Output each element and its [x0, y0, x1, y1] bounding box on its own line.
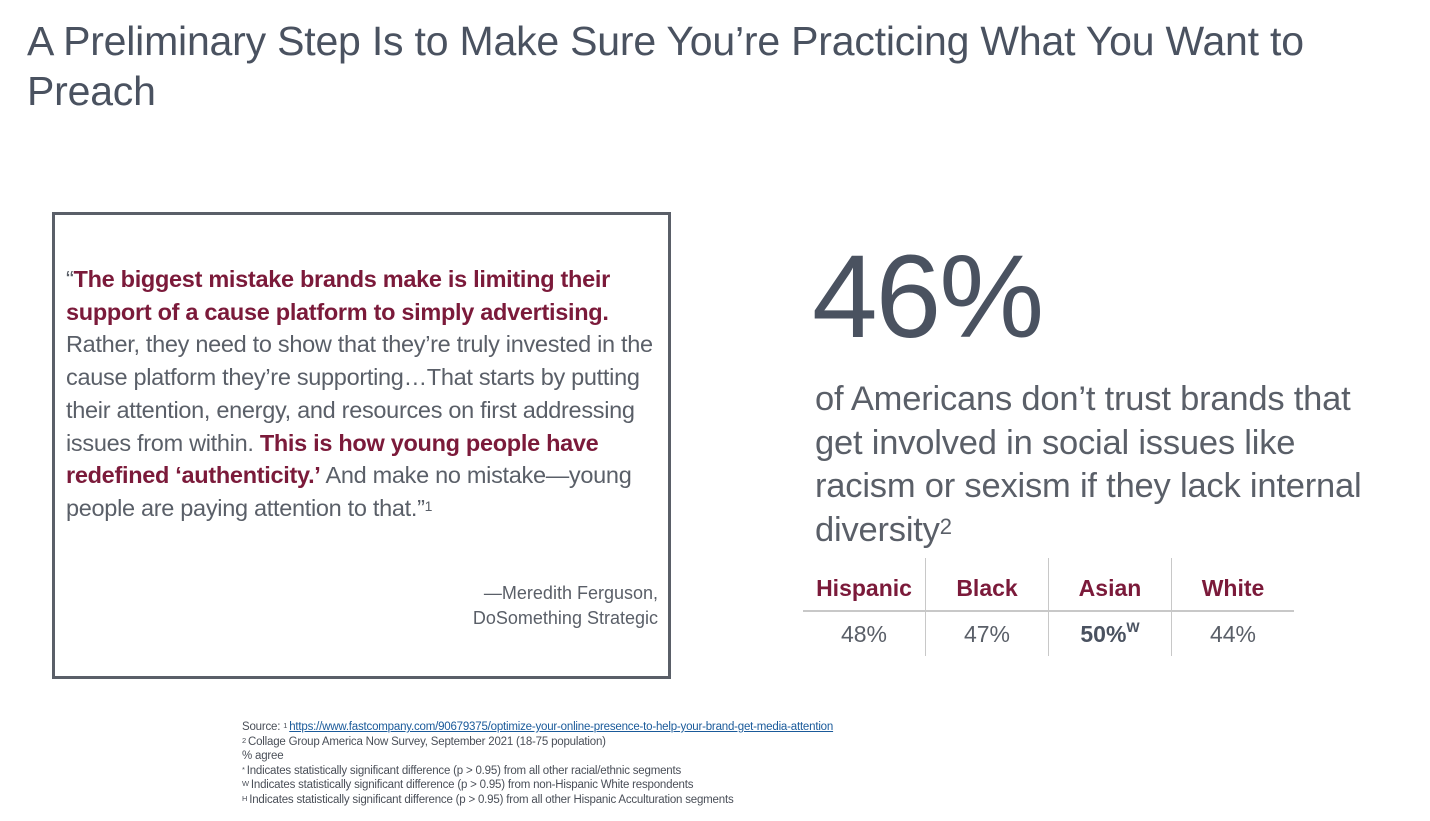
- footnote-text: Indicates statistically significant diff…: [246, 764, 682, 777]
- quote-body-2: And make no mistake—young people are pay…: [66, 462, 632, 521]
- segments-table: Hispanic Black Asian White 48% 47% 50%W …: [803, 558, 1294, 656]
- slide-title: A Preliminary Step Is to Make Sure You’r…: [27, 18, 1304, 114]
- footnote-ref: *: [242, 764, 245, 774]
- quote-open-mark: “: [66, 266, 74, 292]
- footnote-ref: 2: [242, 735, 246, 745]
- stat-description-text: of Americans don’t trust brands that get…: [815, 380, 1362, 549]
- quote-highlight-2: This is how young people have redefined …: [66, 429, 599, 489]
- footnote-line: 2 Collage Group America Now Survey, Septe…: [242, 735, 833, 750]
- header-asian: Asian: [1048, 558, 1172, 612]
- quote-attribution: —Meredith Ferguson, DoSomething Strategi…: [473, 581, 658, 631]
- value-text: 48%: [840, 620, 888, 647]
- attribution-name: —Meredith Ferguson,: [483, 583, 658, 603]
- footnote-text: Indicates statistically significant diff…: [249, 793, 734, 806]
- footnotes: Source: 1 https://www.fastcompany.com/906…: [242, 720, 833, 808]
- value-hispanic: 48%: [803, 611, 926, 656]
- footnote-line: * Indicates statistically significant dif…: [242, 764, 833, 779]
- footnote-line: H Indicates statistically significant dif…: [242, 793, 833, 808]
- footnote-text: Indicates statistically significant diff…: [250, 779, 694, 792]
- value-text: 44%: [1209, 620, 1257, 647]
- footnote-ref: H: [242, 793, 248, 803]
- value-black: 47%: [925, 611, 1049, 656]
- value-asian: 50%W: [1048, 611, 1172, 656]
- quote-box: “The biggest mistake brands make is limi…: [52, 212, 671, 679]
- source-line: Source: 1 https://www.fastcompany.com/906…: [242, 720, 833, 735]
- significance-marker: W: [1126, 618, 1140, 635]
- footnote-ref: W: [242, 779, 249, 789]
- big-stat-value: 46%: [812, 231, 1044, 363]
- quote-highlight-1: The biggest mistake brands make is limit…: [66, 266, 610, 325]
- attribution-org: DoSomething Strategic: [472, 608, 658, 628]
- footnote-text: Collage Group America Now Survey, Septem…: [247, 735, 606, 748]
- stat-footnote-ref: 2: [939, 513, 952, 539]
- header-hispanic: Hispanic: [803, 558, 926, 612]
- quote-text: “The biggest mistake brands make is limi…: [66, 263, 666, 525]
- footnote-line: % agree: [242, 749, 833, 764]
- header-white: White: [1171, 558, 1294, 612]
- footnote-text: % agree: [242, 750, 284, 763]
- source-ref: 1: [283, 721, 288, 730]
- quote-footnote-ref: 1: [424, 497, 433, 514]
- value-white: 44%: [1171, 611, 1294, 656]
- source-label: Source:: [242, 721, 281, 733]
- source-link[interactable]: https://www.fastcompany.com/90679375/opt…: [289, 721, 834, 733]
- footnote-line: W Indicates statistically significant dif…: [242, 778, 833, 793]
- value-text: 47%: [963, 620, 1011, 647]
- header-black: Black: [925, 558, 1049, 612]
- value-text: 50%: [1080, 620, 1127, 647]
- quote-body-1: Rather, they need to show that they’re t…: [66, 331, 653, 456]
- table-row: 48% 47% 50%W 44%: [803, 611, 1294, 656]
- stat-description: of Americans don’t trust brands that get…: [815, 378, 1375, 552]
- table-header-row: Hispanic Black Asian White: [803, 558, 1294, 612]
